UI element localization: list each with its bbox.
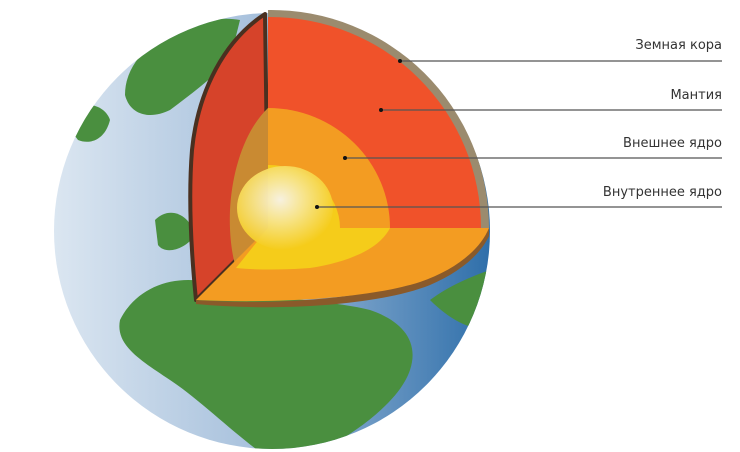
crust-label: Земная кора <box>635 38 722 53</box>
inner-core-dot <box>315 205 319 209</box>
crust-bottom-face <box>196 228 489 308</box>
mantle-label: Мантия <box>670 88 722 103</box>
outer-core-label: Внешнее ядро <box>623 136 722 151</box>
outer-core-dot <box>343 156 347 160</box>
cutaway <box>188 9 489 308</box>
mantle-dot <box>379 108 383 112</box>
inner-core-glow <box>237 166 333 250</box>
pointer-lines <box>317 60 722 208</box>
pointer-dots <box>315 59 402 209</box>
inner-core-label: Внутреннее ядро <box>602 185 722 200</box>
crust-dot <box>398 59 402 63</box>
